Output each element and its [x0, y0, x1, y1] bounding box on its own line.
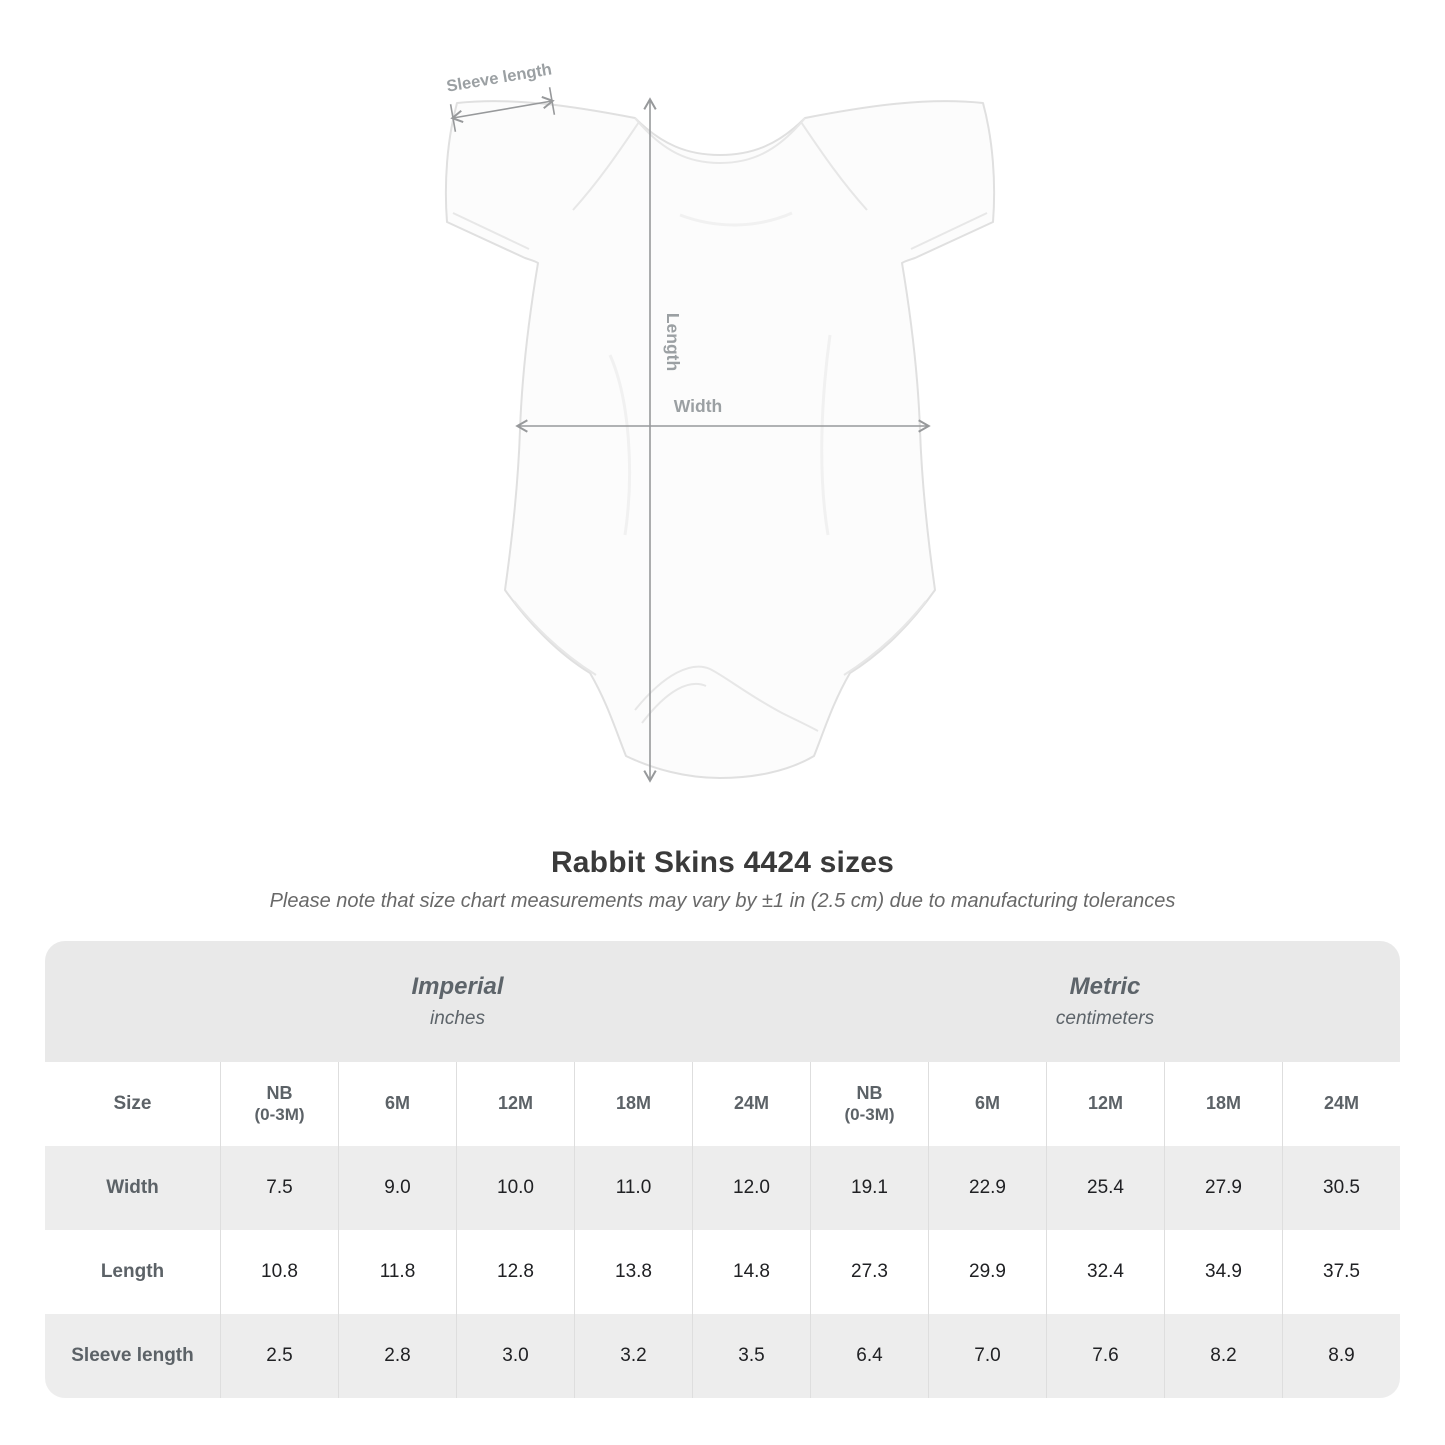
column-header-cell: 18M	[1164, 1062, 1282, 1146]
title-block: Rabbit Skins 4424 sizes Please note that…	[0, 846, 1445, 913]
column-header-cell: 6M	[928, 1062, 1046, 1146]
column-header-cell: 12M	[456, 1062, 574, 1146]
metric-title: Metric	[1069, 973, 1141, 1000]
table-row: Width 7.5 9.0 10.0 11.0 12.0 19.1 22.9 25.4 27.9 3…	[45, 1146, 1400, 1230]
value-cell: 3.2	[574, 1314, 692, 1398]
metric-header: Metric centimeters	[810, 941, 1400, 1062]
page-title: Rabbit Skins 4424 sizes	[550, 846, 895, 879]
value-cell: 6.4	[810, 1314, 928, 1398]
value-cell: 25.4	[1046, 1146, 1164, 1230]
value-cell: 22.9	[928, 1146, 1046, 1230]
value-cell: 37.5	[1282, 1230, 1400, 1314]
value-cell: 9.0	[338, 1146, 456, 1230]
value-cell: 27.9	[1164, 1146, 1282, 1230]
value-cell: 19.1	[810, 1146, 928, 1230]
width-label: Width	[674, 396, 722, 416]
row-label-cell: Length	[100, 1260, 165, 1282]
value-cell: 2.5	[220, 1314, 338, 1398]
size-table-body: Size NB (0-3M) 6M 12M 18M 24M NB (0-3M) 6M 12M 18M 2…	[45, 1062, 1400, 1398]
value-cell: 10.8	[220, 1230, 338, 1314]
column-header-cell: 24M	[692, 1062, 810, 1146]
value-cell: 32.4	[1046, 1230, 1164, 1314]
value-cell: 10.0	[456, 1146, 574, 1230]
value-cell: 7.0	[928, 1314, 1046, 1398]
value-cell: 34.9	[1164, 1230, 1282, 1314]
imperial-header: Imperial inches	[45, 941, 810, 1062]
row-label-cell: Sleeve length	[71, 1344, 194, 1366]
value-cell: 12.0	[692, 1146, 810, 1230]
imperial-title: Imperial	[411, 973, 504, 1000]
bodysuit-outline	[444, 100, 996, 779]
table-row: Length 10.8 11.8 12.8 13.8 14.8 27.3 29.9 32.4 34…	[45, 1230, 1400, 1314]
column-header-cell: NB (0-3M)	[810, 1062, 928, 1146]
length-label: Length	[663, 313, 683, 371]
row-label-cell: Width	[106, 1176, 159, 1198]
value-cell: 7.6	[1046, 1314, 1164, 1398]
value-cell: 3.5	[692, 1314, 810, 1398]
value-cell: 13.8	[574, 1230, 692, 1314]
value-cell: 8.2	[1164, 1314, 1282, 1398]
column-header-cell: NB (0-3M)	[220, 1062, 338, 1146]
value-cell: 11.0	[574, 1146, 692, 1230]
value-cell: 11.8	[338, 1230, 456, 1314]
value-cell: 7.5	[220, 1146, 338, 1230]
value-cell: 2.8	[338, 1314, 456, 1398]
value-cell: 27.3	[810, 1230, 928, 1314]
table-header-row: Size NB (0-3M) 6M 12M 18M 24M NB (0-3M) 6M 12M 18M 2…	[45, 1062, 1400, 1146]
column-header-cell: 6M	[338, 1062, 456, 1146]
imperial-unit: inches	[430, 1008, 485, 1029]
sleeve-length-label: Sleeve length	[445, 60, 553, 95]
column-header-cell: 12M	[1046, 1062, 1164, 1146]
unit-header-band: Imperial inches Metric centimeters	[45, 941, 1400, 1062]
bodysuit-diagram: Sleeve length Length Width	[444, 60, 996, 783]
value-cell: 3.0	[456, 1314, 574, 1398]
value-cell: 14.8	[692, 1230, 810, 1314]
size-header-cell: Size	[113, 1092, 152, 1114]
size-table: Imperial inches Metric centimeters Size N…	[45, 941, 1400, 1398]
value-cell: 29.9	[928, 1230, 1046, 1314]
metric-unit: centimeters	[1055, 1008, 1155, 1029]
table-row: Sleeve length 2.5 2.8 3.0 3.2 3.5 6.4 7.0 7.6 8.2…	[45, 1314, 1400, 1398]
sleeve-length-dimension-line	[449, 87, 556, 132]
column-header-cell: 24M	[1282, 1062, 1400, 1146]
value-cell: 8.9	[1282, 1314, 1400, 1398]
column-header-cell: 18M	[574, 1062, 692, 1146]
tolerance-note: Please note that size chart measurements…	[269, 890, 1176, 912]
value-cell: 12.8	[456, 1230, 574, 1314]
value-cell: 30.5	[1282, 1146, 1400, 1230]
